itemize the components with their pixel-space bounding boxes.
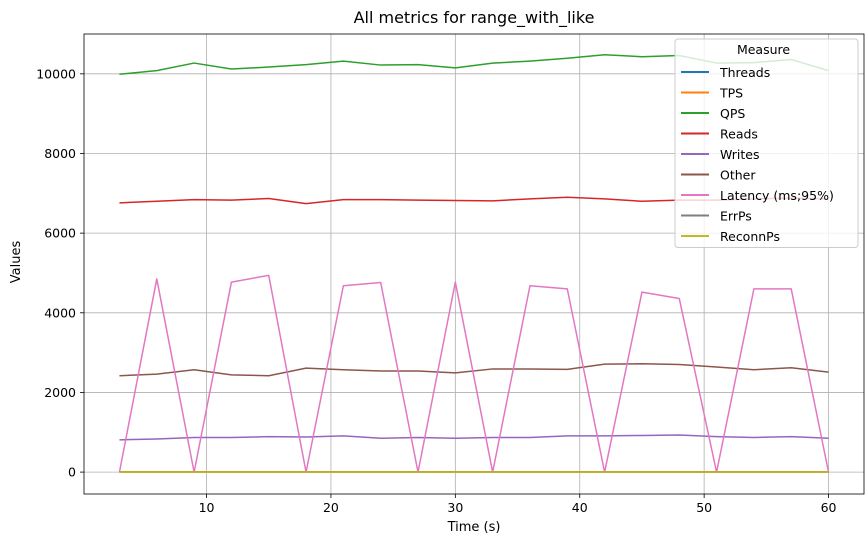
legend-entry-label: Threads xyxy=(719,65,770,80)
legend-entry-label: ReconnPs xyxy=(720,229,780,244)
y-tick-label: 10000 xyxy=(36,66,76,81)
x-tick-label: 30 xyxy=(447,500,463,515)
y-tick-label: 6000 xyxy=(44,226,76,241)
legend-box xyxy=(674,38,859,248)
legend-entry-label: TPS xyxy=(719,86,743,101)
legend-entry-label: Reads xyxy=(720,127,758,142)
y-axis-label: Values xyxy=(9,241,24,284)
series-line-other xyxy=(119,363,829,377)
plot-frame xyxy=(83,33,865,495)
y-tick-label: 4000 xyxy=(44,305,76,320)
legend-entry-label: Latency (ms;95%) xyxy=(720,188,834,203)
series-line-writes xyxy=(119,434,829,441)
x-tick-label: 60 xyxy=(821,500,837,515)
y-tick-label: 2000 xyxy=(44,385,76,400)
series-group xyxy=(118,53,830,473)
legend-entry-label: Other xyxy=(720,168,756,183)
x-tick-label: 20 xyxy=(323,500,339,515)
legend-title: Measure xyxy=(737,42,790,57)
legend-entry-label: ErrPs xyxy=(720,209,752,224)
y-tick-label: 0 xyxy=(68,465,76,480)
x-axis-label: Time (s) xyxy=(447,520,501,535)
series-line-latency-ms-95 xyxy=(118,274,830,473)
x-tick-label: 10 xyxy=(199,500,215,515)
y-tick-label: 8000 xyxy=(44,146,76,161)
legend-entry-label: QPS xyxy=(720,106,745,121)
chart-title: All metrics for range_with_like xyxy=(354,8,595,28)
x-tick-label: 50 xyxy=(696,500,712,515)
legend-entry-label: Writes xyxy=(720,147,760,162)
axes: 10 20 30 40 50 60 0 2000 4000 6000 8000 10000 xyxy=(36,33,865,515)
legend: Measure Threads TPS QPS Reads Writes Other Late… xyxy=(674,38,859,248)
x-tick-label: 40 xyxy=(572,500,588,515)
